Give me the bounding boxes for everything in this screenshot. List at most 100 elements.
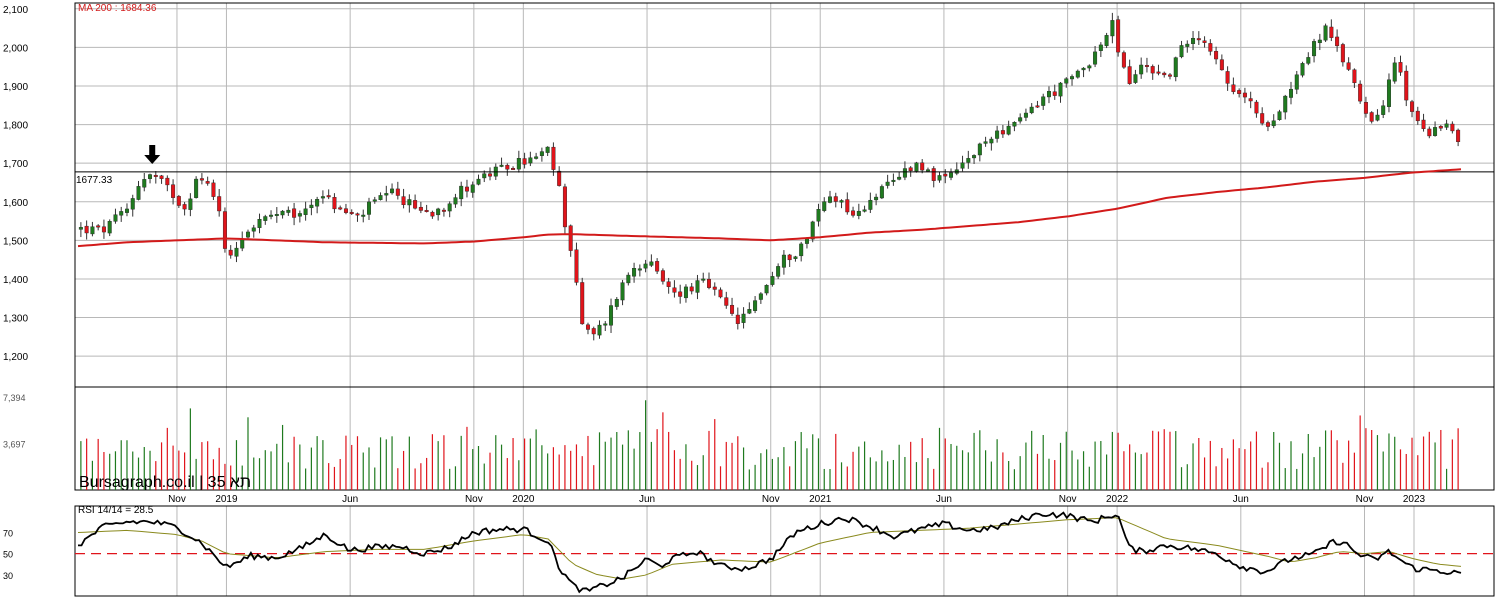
- candle-down: [787, 254, 792, 261]
- candle-up: [1093, 51, 1098, 65]
- candle-down: [920, 162, 925, 171]
- candle-up: [626, 274, 631, 284]
- candle-up: [234, 247, 239, 257]
- candle-up: [781, 254, 786, 268]
- candle-up: [874, 196, 879, 201]
- candle-up: [960, 162, 965, 169]
- candle-up: [1433, 127, 1438, 136]
- volume-layer: [80, 400, 1459, 490]
- ma-label: MA 200 : 1684.36: [78, 3, 157, 14]
- price-tick-label: 1,800: [3, 121, 28, 132]
- candle-up: [240, 238, 245, 249]
- time-tick-label: 2021: [809, 494, 832, 505]
- candle-down: [101, 226, 106, 233]
- candle-up: [614, 298, 619, 307]
- candle-up: [390, 188, 395, 194]
- candle-up: [747, 309, 752, 314]
- time-tick-label: Jun: [342, 494, 358, 505]
- candle-down: [1340, 44, 1345, 63]
- candle-down: [349, 212, 354, 214]
- candle-down: [228, 249, 233, 256]
- candle-down: [1214, 50, 1219, 60]
- candle-up: [90, 226, 95, 235]
- candle-down: [551, 146, 556, 170]
- candle-up: [1294, 74, 1299, 90]
- candle-down: [908, 167, 913, 172]
- rsi-line: [78, 511, 1462, 594]
- candle-down: [464, 186, 469, 192]
- candle-up: [868, 199, 873, 210]
- candle-down: [1346, 62, 1351, 70]
- volume-tick-label: 3,697: [3, 440, 26, 450]
- candle-down: [724, 297, 729, 306]
- candle-up: [828, 196, 832, 203]
- candle-down: [833, 196, 838, 202]
- candle-up: [1012, 122, 1017, 127]
- candle-down: [488, 173, 493, 177]
- time-tick-label: Nov: [168, 494, 186, 505]
- candle-up: [1029, 106, 1034, 114]
- candle-up: [1098, 44, 1103, 51]
- candle-down: [1242, 92, 1247, 98]
- candle-down: [557, 170, 562, 186]
- candle-up: [476, 178, 481, 185]
- candle-up: [764, 284, 769, 294]
- candle-up: [459, 185, 464, 200]
- volume-tick-label: 7,394: [3, 393, 26, 403]
- candle-up: [286, 209, 291, 213]
- candle-up: [637, 268, 642, 271]
- candle-up: [695, 280, 700, 293]
- candle-up: [246, 231, 250, 238]
- candle-down: [943, 173, 948, 177]
- time-tick-label: 2022: [1106, 494, 1129, 505]
- candle-down: [199, 178, 204, 181]
- candle-down: [343, 208, 348, 213]
- candle-down: [1427, 128, 1432, 137]
- price-tick-label: 1,400: [3, 275, 28, 286]
- candle-down: [1231, 84, 1236, 92]
- candle-down: [1162, 72, 1167, 76]
- candle-up: [367, 201, 371, 215]
- candle-up: [977, 143, 982, 156]
- candle-up: [148, 174, 153, 179]
- rsi-tick-label: 70: [3, 528, 13, 538]
- price-tick-label: 1,700: [3, 159, 28, 170]
- candle-up: [949, 172, 954, 178]
- candle-up: [1075, 70, 1080, 78]
- candle-down: [851, 210, 856, 216]
- candle-down: [718, 289, 723, 298]
- candle-up: [793, 256, 798, 259]
- candle-down: [1329, 26, 1334, 38]
- candle-down: [1335, 36, 1340, 47]
- candle-down: [205, 181, 210, 184]
- candle-down: [522, 158, 527, 165]
- candle-down: [424, 210, 429, 212]
- candle-up: [274, 214, 279, 216]
- candle-down: [712, 286, 717, 290]
- time-tick-label: Nov: [1059, 494, 1077, 505]
- candle-down: [1363, 102, 1368, 114]
- candle-up: [482, 173, 487, 179]
- candle-down: [1127, 66, 1132, 84]
- candle-up: [966, 158, 971, 163]
- candle-up: [862, 209, 867, 212]
- candle-up: [528, 157, 533, 164]
- candle-up: [194, 178, 199, 198]
- candle-up: [534, 156, 539, 159]
- candle-up: [499, 164, 504, 167]
- candle-down: [176, 196, 181, 206]
- candle-up: [891, 179, 896, 182]
- candle-up: [315, 199, 320, 207]
- candle-down: [1450, 123, 1455, 132]
- candle-down: [1052, 91, 1057, 96]
- candle-down: [1248, 98, 1253, 102]
- candle-up: [925, 169, 930, 172]
- candle-up: [1046, 91, 1051, 98]
- candle-up: [539, 151, 544, 156]
- candle-down: [1410, 101, 1415, 112]
- candle-up: [1283, 95, 1288, 113]
- candle-up: [1271, 120, 1276, 127]
- candle-up: [1058, 82, 1063, 97]
- candle-up: [1317, 39, 1322, 44]
